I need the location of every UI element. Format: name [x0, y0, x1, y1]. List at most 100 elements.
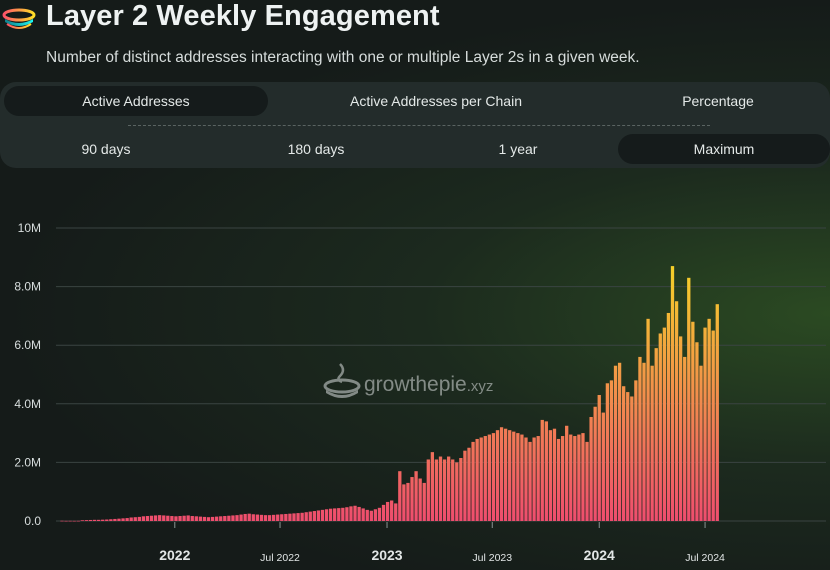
bar[interactable]: [687, 277, 691, 521]
tab-active-addresses-per-chain[interactable]: Active Addresses per Chain: [350, 93, 522, 109]
bar[interactable]: [565, 425, 569, 521]
bar[interactable]: [316, 510, 321, 521]
bar[interactable]: [276, 514, 280, 521]
bar[interactable]: [455, 462, 459, 521]
bar[interactable]: [447, 456, 451, 521]
bar[interactable]: [540, 419, 544, 521]
bar[interactable]: [646, 318, 650, 521]
bar[interactable]: [544, 421, 548, 521]
bar[interactable]: [247, 513, 251, 521]
bar[interactable]: [113, 518, 117, 521]
bar[interactable]: [174, 516, 178, 521]
bar[interactable]: [68, 520, 72, 522]
bar[interactable]: [259, 514, 264, 521]
bar[interactable]: [357, 506, 361, 521]
bar[interactable]: [491, 433, 496, 521]
bar[interactable]: [141, 516, 146, 521]
bar[interactable]: [451, 459, 455, 521]
bar[interactable]: [528, 441, 532, 521]
bar[interactable]: [483, 436, 487, 521]
bar[interactable]: [495, 430, 500, 521]
bar[interactable]: [198, 516, 203, 521]
bar[interactable]: [137, 516, 141, 521]
bar[interactable]: [573, 436, 577, 521]
bar[interactable]: [72, 520, 76, 522]
bar[interactable]: [593, 406, 597, 521]
bar[interactable]: [703, 327, 707, 521]
bar[interactable]: [617, 362, 622, 521]
bar[interactable]: [271, 514, 276, 521]
bar[interactable]: [642, 362, 646, 521]
bar[interactable]: [76, 520, 80, 522]
bar[interactable]: [418, 478, 422, 521]
bar[interactable]: [536, 436, 540, 521]
bar[interactable]: [365, 509, 369, 521]
bar[interactable]: [109, 519, 113, 521]
bar[interactable]: [101, 519, 105, 521]
bar[interactable]: [96, 519, 101, 521]
bar[interactable]: [638, 356, 642, 521]
bar[interactable]: [442, 459, 447, 521]
bar[interactable]: [267, 515, 272, 521]
bar[interactable]: [125, 518, 129, 521]
bar[interactable]: [231, 515, 235, 521]
bar[interactable]: [422, 482, 426, 521]
bar[interactable]: [711, 330, 715, 521]
bar[interactable]: [92, 519, 97, 521]
bar[interactable]: [674, 301, 679, 521]
bar[interactable]: [149, 515, 154, 521]
bar[interactable]: [695, 342, 699, 521]
bar[interactable]: [88, 519, 93, 521]
bar[interactable]: [320, 509, 325, 521]
bar[interactable]: [64, 520, 68, 522]
bar[interactable]: [402, 484, 406, 522]
bar[interactable]: [162, 515, 166, 521]
bar[interactable]: [662, 327, 667, 521]
bar[interactable]: [194, 516, 198, 521]
bar[interactable]: [597, 395, 601, 521]
tab-90-days[interactable]: 90 days: [81, 141, 131, 157]
bar[interactable]: [410, 477, 414, 521]
bar[interactable]: [312, 511, 316, 521]
bar[interactable]: [678, 336, 683, 521]
bar[interactable]: [235, 515, 239, 521]
bar[interactable]: [630, 396, 634, 521]
bar[interactable]: [666, 312, 671, 521]
bar[interactable]: [158, 515, 162, 521]
bar[interactable]: [223, 516, 227, 521]
bar[interactable]: [227, 515, 231, 521]
bar[interactable]: [117, 518, 121, 521]
bar[interactable]: [406, 482, 410, 521]
bar[interactable]: [499, 427, 504, 521]
bar[interactable]: [626, 392, 630, 521]
bar[interactable]: [475, 438, 479, 521]
bar[interactable]: [385, 501, 390, 521]
bar[interactable]: [328, 508, 333, 521]
bar[interactable]: [215, 516, 219, 521]
bar[interactable]: [337, 508, 341, 521]
bar[interactable]: [153, 515, 158, 521]
bar[interactable]: [609, 380, 614, 521]
bar[interactable]: [251, 514, 255, 521]
bar[interactable]: [345, 507, 349, 521]
bar[interactable]: [219, 516, 223, 521]
bar[interactable]: [255, 514, 260, 521]
bar[interactable]: [691, 321, 695, 521]
bar[interactable]: [133, 517, 137, 521]
bar[interactable]: [202, 516, 207, 521]
bar[interactable]: [166, 515, 170, 521]
bar[interactable]: [634, 380, 638, 521]
bar[interactable]: [394, 503, 398, 521]
bar[interactable]: [459, 458, 463, 521]
bar[interactable]: [577, 434, 581, 521]
bar[interactable]: [206, 517, 211, 521]
bar[interactable]: [560, 436, 565, 521]
bar[interactable]: [479, 437, 483, 522]
bar[interactable]: [414, 471, 418, 521]
tab-1-year[interactable]: 1 year: [498, 141, 538, 157]
bar[interactable]: [683, 356, 687, 521]
bar[interactable]: [622, 386, 626, 521]
bar[interactable]: [658, 333, 662, 521]
bar[interactable]: [503, 428, 508, 521]
bar[interactable]: [605, 383, 610, 521]
